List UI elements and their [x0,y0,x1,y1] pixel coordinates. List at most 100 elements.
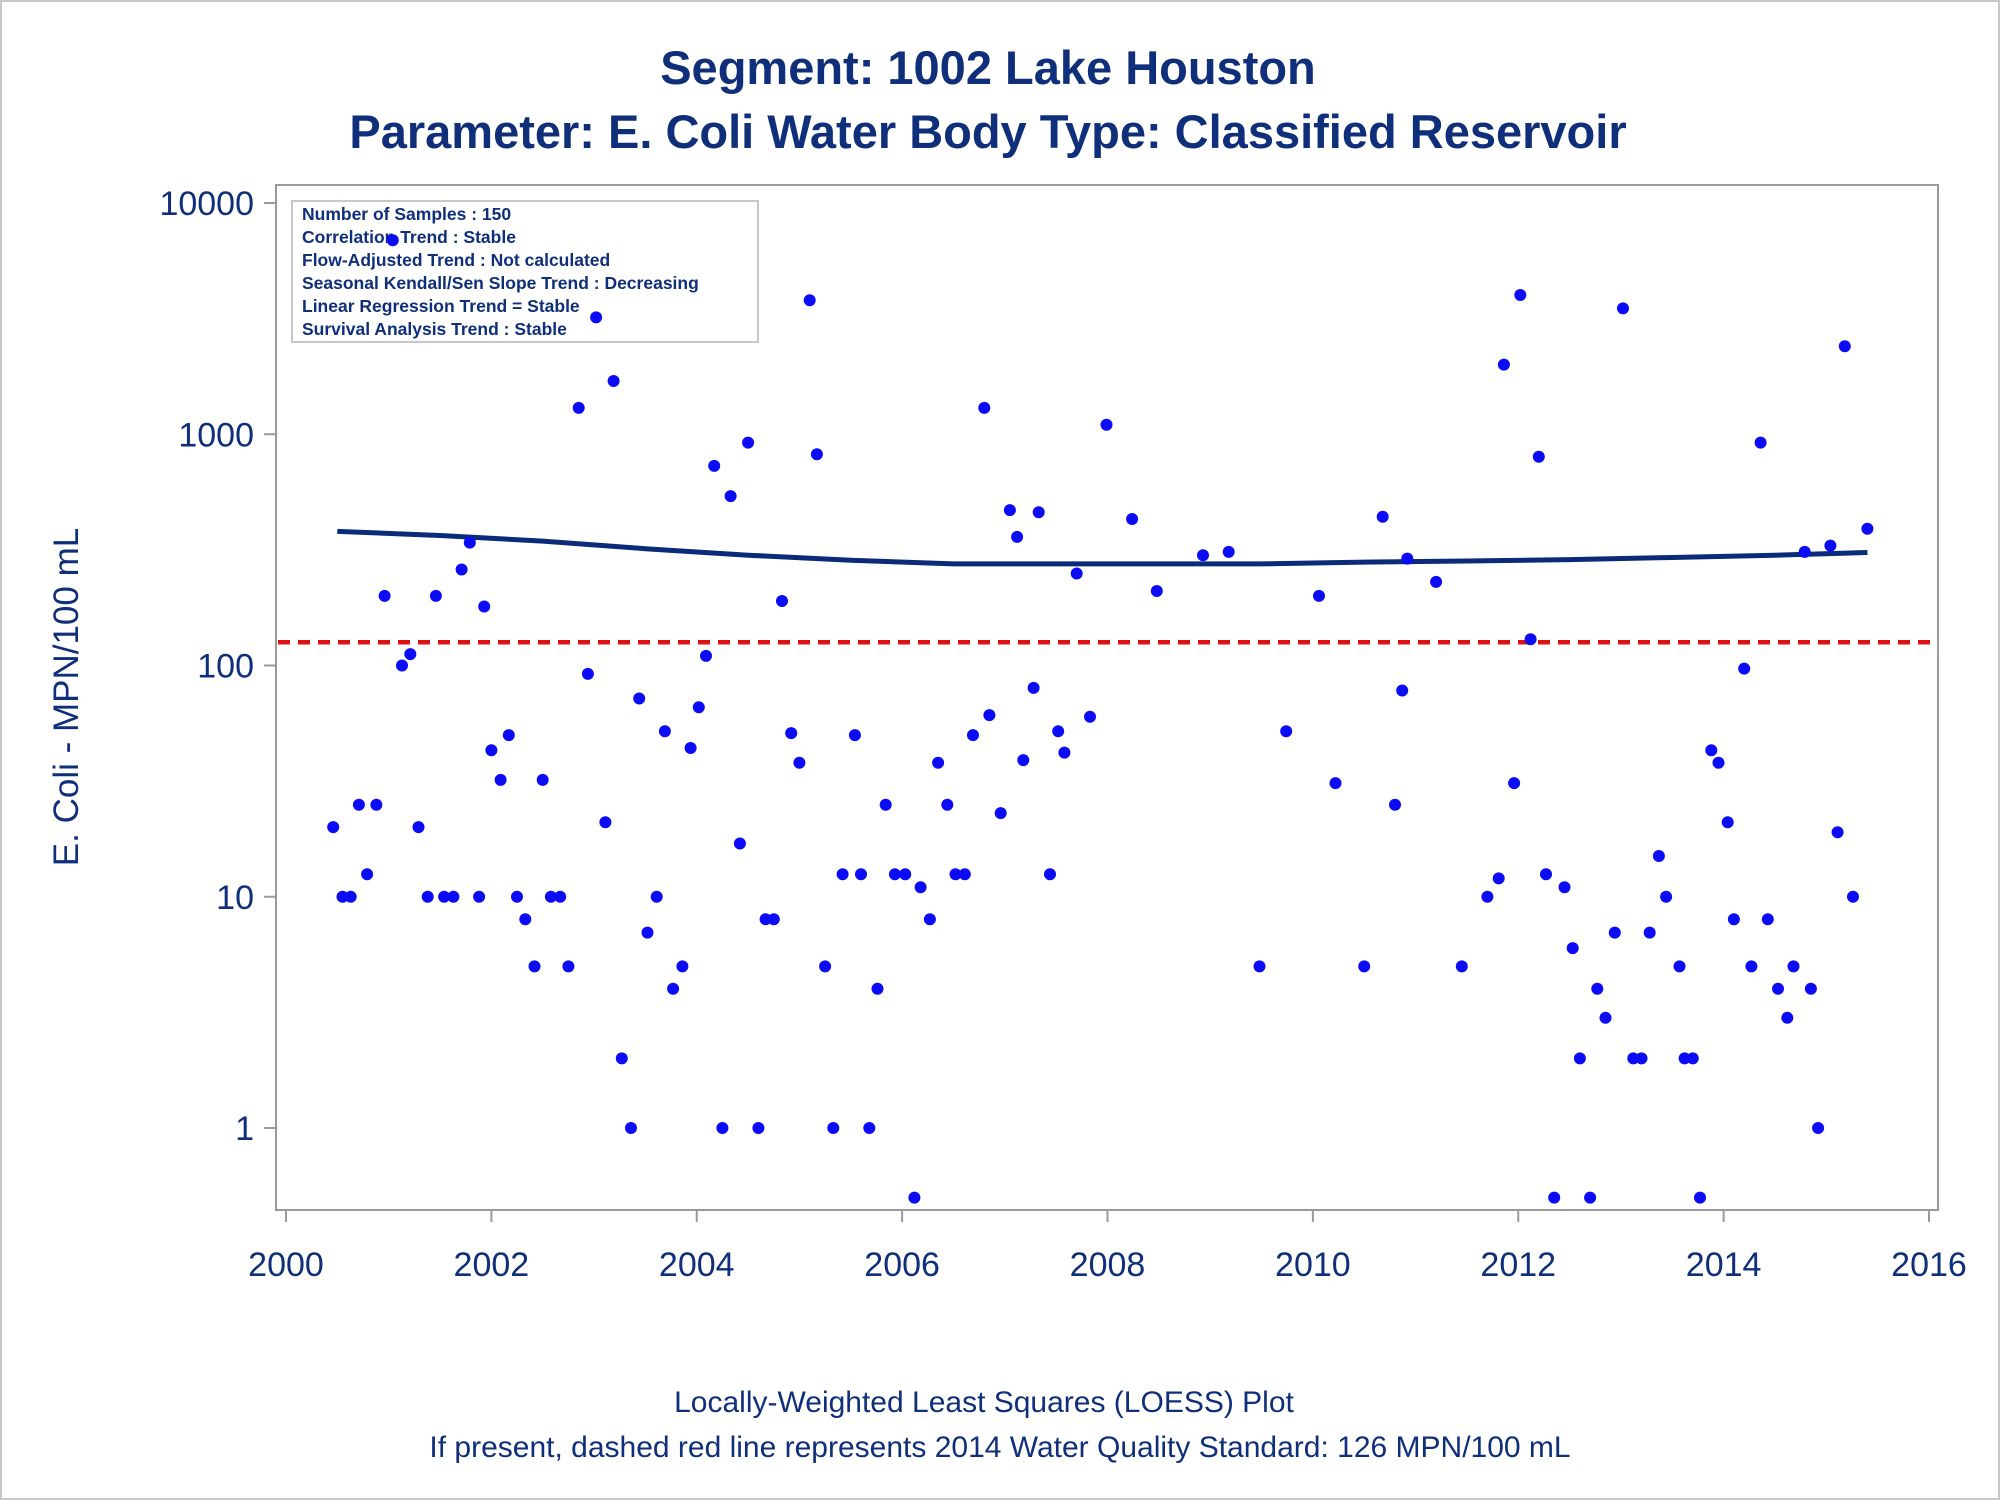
data-point [658,725,671,738]
data-point [502,729,515,742]
data-point [1430,575,1443,588]
data-point [1584,1191,1597,1204]
data-point [421,890,434,903]
y-tick-label: 100 [197,648,254,686]
data-point [386,234,399,247]
data-point [1253,960,1266,973]
data-point [447,890,460,903]
data-point [1617,302,1629,315]
data-point [1548,1191,1561,1204]
data-point [1721,816,1734,829]
data-points [327,234,1874,1204]
data-point [1032,506,1045,519]
data-point [1126,513,1139,525]
data-point [463,536,476,549]
data-point [978,401,991,414]
data-point [1678,1052,1691,1065]
data-point [667,982,680,995]
data-point [1652,850,1665,862]
data-point [1027,681,1040,694]
data-point [1197,549,1209,562]
data-point [1222,545,1235,558]
data-point [914,881,927,894]
data-point [1847,890,1859,903]
data-point [1831,826,1844,839]
data-point [1838,340,1851,353]
data-point [871,982,884,995]
data-point [554,890,567,903]
y-tick-label: 10000 [159,185,254,223]
data-point [941,798,954,811]
data-point [676,960,689,973]
data-point [1761,913,1774,926]
data-point [1824,539,1837,552]
x-tick-label: 2006 [864,1246,940,1284]
data-point [581,667,594,680]
data-point [1401,552,1414,565]
data-point [1705,744,1718,757]
data-point [1497,358,1510,371]
data-point [590,311,603,324]
data-point [1643,926,1656,939]
data-point [429,589,442,602]
data-point [1573,1052,1586,1065]
stats-line: Linear Regression Trend = Stable [302,296,580,316]
data-point [958,868,971,881]
data-point [742,436,755,449]
data-point [899,868,912,881]
data-point [1804,982,1817,995]
data-point [1100,418,1113,431]
data-point [412,821,425,834]
data-point [370,798,383,811]
data-point [327,821,340,834]
chart-subtitle: Parameter: E. Coli Water Body Type: Clas… [349,105,1626,158]
data-point [1673,960,1686,973]
data-point [1686,1052,1699,1065]
data-point [544,890,557,903]
data-point [1376,510,1389,523]
x-tick-label: 2012 [1480,1246,1556,1284]
data-point [1635,1052,1648,1065]
x-tick-label: 2002 [454,1246,530,1284]
data-point [810,448,823,461]
data-point [863,1122,876,1134]
data-point [733,837,746,850]
loess-line [337,528,1868,567]
data-point [1044,868,1056,881]
data-point [1011,530,1024,543]
data-point [1492,872,1505,885]
data-point [848,729,861,742]
data-point [1754,436,1767,449]
data-point [572,401,585,414]
data-point [1558,881,1571,894]
x-tick-label: 2010 [1275,1246,1351,1284]
data-point [708,459,721,472]
data-point [1772,982,1784,995]
data-point [1532,450,1545,463]
data-point [1599,1011,1612,1024]
data-point [1608,926,1621,939]
data-point [1017,754,1030,767]
data-point [455,563,468,576]
data-point [1389,798,1401,811]
data-point [1481,890,1494,903]
data-point [684,742,697,754]
data-point [767,913,780,926]
data-point [803,294,816,307]
stats-line: Seasonal Kendall/Sen Slope Trend : Decre… [302,273,699,293]
data-point [949,868,962,881]
data-point [650,890,663,903]
data-point [641,926,654,939]
data-point [404,648,417,661]
chart-title: Segment: 1002 Lake Houston [660,41,1316,94]
data-point [562,960,575,973]
data-point [716,1122,729,1134]
data-point [1798,545,1811,558]
data-point [336,890,349,903]
data-point [494,773,507,786]
data-point [855,868,867,881]
data-point [633,692,646,705]
data-point [478,600,491,613]
data-point [1540,868,1552,881]
